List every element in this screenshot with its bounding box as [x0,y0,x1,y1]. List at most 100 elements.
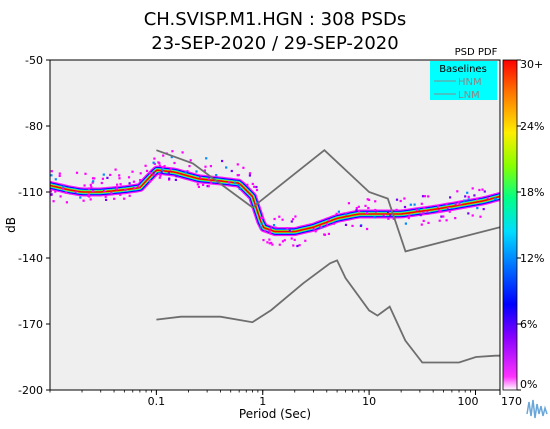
density-cell [281,218,284,221]
density-cell [168,177,171,180]
density-cell [145,169,149,172]
density-cell [233,181,237,184]
density-cell [92,180,95,183]
density-cell [54,190,57,193]
density-cell [387,217,390,220]
colorbar-tick-label: 30+ [520,58,543,71]
density-cell [268,242,271,245]
density-cell [159,174,162,177]
density-cell [471,187,474,190]
density-cell [426,210,429,214]
density-cell [209,181,213,184]
density-cell [79,196,82,199]
colorbar-tick-label: 18% [520,186,544,199]
density-cell [64,191,67,194]
density-cell [407,216,410,220]
density-cell [456,190,459,193]
density-cell [74,190,77,193]
density-cell [304,239,307,242]
density-cell [50,174,53,177]
density-cell [132,186,136,190]
density-cell [90,186,93,189]
density-cell [167,172,170,175]
y-tick-label: -140 [18,252,43,265]
density-cell [332,222,335,225]
density-cell [82,199,85,202]
legend-title: Baselines [439,64,487,75]
density-cell [65,201,68,204]
density-cell [158,173,161,176]
legend-entry-lnm: LNM [458,90,480,101]
colorbar [502,59,518,391]
density-cell [312,228,315,231]
x-axis-label: Period (Sec) [239,407,311,421]
density-cell [103,189,106,193]
density-cell [124,189,127,192]
density-cell [413,203,416,206]
density-cell [283,239,286,242]
density-cell [278,243,281,246]
density-cell [144,164,147,167]
density-cell [261,216,264,219]
density-cell [184,171,187,174]
density-cell [374,210,377,213]
density-cell [319,225,322,228]
x-tick-label: 100 [457,395,478,408]
legend: Baselines HNM LNM [430,61,497,101]
density-cell [139,172,142,175]
density-cell [264,229,267,232]
density-cell [325,223,329,226]
density-cell [123,197,126,200]
density-cell [181,151,184,154]
density-cell [389,214,392,217]
density-cell [153,157,156,160]
density-cell [473,194,476,197]
density-cell [292,218,295,221]
density-cell [199,176,202,179]
density-cell [288,229,291,232]
x-axis-minor-ticks [49,390,476,393]
density-cell [54,178,57,181]
density-cell [481,188,484,191]
density-cell [203,169,206,172]
density-cell [415,209,418,212]
density-cell [355,209,358,212]
density-cell [457,201,460,204]
density-cell [351,224,354,227]
density-cell [236,174,239,177]
density-cell [442,215,445,218]
colorbar-tick-label: 6% [520,318,537,331]
density-cell [403,197,406,200]
density-cell [89,183,92,186]
density-cell [119,183,122,186]
density-cell [466,191,469,194]
density-cell [50,193,53,196]
density-cell [204,165,207,168]
density-cell [367,206,370,210]
density-cell [419,212,422,215]
density-cell [327,232,330,235]
density-cell [482,208,485,211]
density-cell [268,238,271,241]
density-cell [87,193,90,196]
density-cell [266,241,269,244]
density-cell [382,214,385,217]
density-cell [253,185,256,188]
density-cell [446,207,450,210]
density-cell [242,166,245,169]
density-cell [173,161,176,165]
density-cell [215,174,218,177]
x-tick-label: 0.1 [148,395,166,408]
density-cell [437,205,440,208]
density-cell [109,173,112,176]
colorbar-ticks: 30+ 24% 18% 12% 6% 0% [517,58,544,391]
density-cell [273,217,276,221]
density-cell [422,206,426,209]
baseline-lines-layer [156,149,500,364]
x-tick-label: 170 [501,395,522,408]
density-cell [458,203,461,206]
density-cell [175,175,178,178]
density-cell [162,154,165,157]
density-cell [189,159,192,162]
density-cell [471,214,474,217]
